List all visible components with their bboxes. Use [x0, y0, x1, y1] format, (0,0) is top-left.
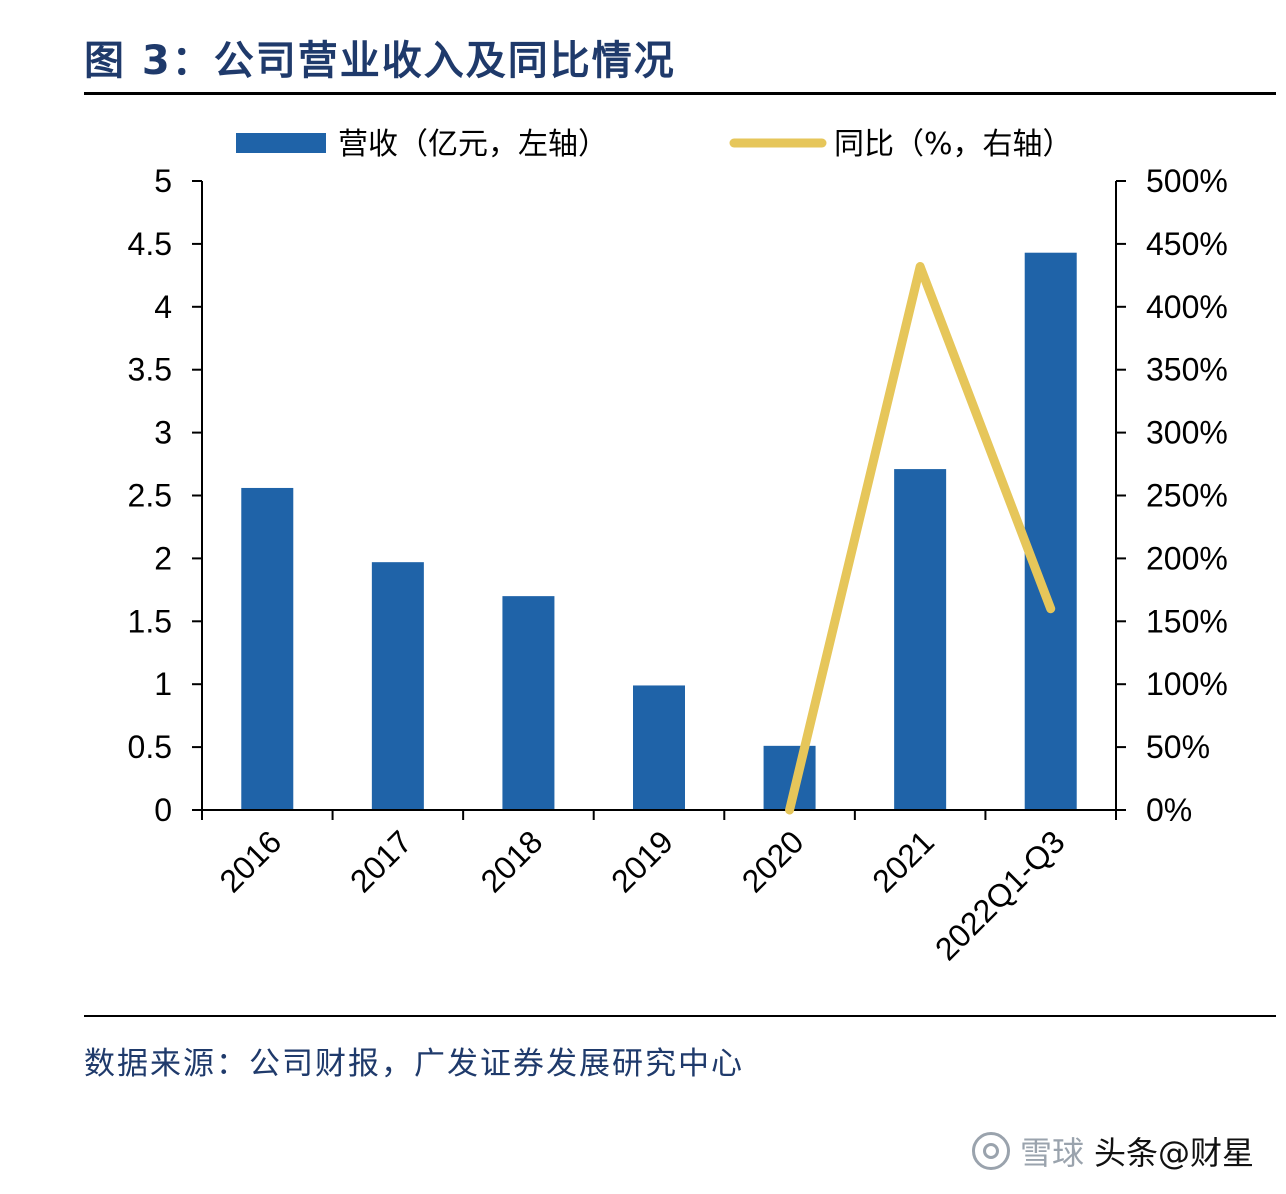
bar-2018: [502, 596, 555, 810]
left-tick-label: 3: [154, 415, 172, 451]
bar-2016: [241, 487, 294, 810]
left-tick-label: 1.5: [128, 603, 172, 639]
left-tick-label: 1: [154, 666, 172, 702]
watermark-toutiao: 头条@财星: [1093, 1134, 1254, 1172]
bar-2022Q1-Q3: [1024, 252, 1077, 810]
source-rule: [84, 1015, 1276, 1017]
right-tick-label: 500%: [1146, 163, 1228, 199]
right-tick-label: 450%: [1146, 226, 1228, 262]
left-tick-label: 4.5: [128, 226, 172, 262]
left-tick-label: 2: [154, 540, 172, 576]
xueqiu-logo-icon: [971, 1132, 1010, 1170]
left-tick-label: 3.5: [128, 352, 172, 388]
title-rule: [84, 92, 1276, 95]
right-tick-label: 400%: [1146, 289, 1228, 325]
right-tick-label: 250%: [1146, 478, 1228, 514]
chart-legend: 营收（亿元，左轴） 同比（%，右轴）: [236, 127, 1073, 162]
left-tick-label: 5: [154, 163, 172, 199]
legend-label-line: 同比（%，右轴）: [834, 127, 1073, 162]
right-tick-label: 0%: [1146, 792, 1192, 828]
left-tick-label: 0: [154, 792, 172, 828]
source-note: 数据来源：公司财报，广发证券发展研究中心: [84, 1046, 744, 1082]
revenue-chart: 营收（亿元，左轴） 同比（%，右轴） 00.511.522.533.544.550…: [128, 127, 1228, 967]
right-tick-label: 350%: [1146, 352, 1228, 388]
bar-2017: [371, 562, 424, 810]
bar-2021: [894, 469, 947, 810]
legend-label-bar: 营收（亿元，左轴）: [338, 127, 608, 162]
chart-title: 图 3：公司营业收入及同比情况: [84, 38, 676, 84]
category-label: 2021: [865, 823, 941, 899]
left-tick-label: 2.5: [128, 478, 172, 514]
left-tick-label: 0.5: [128, 729, 172, 765]
category-label: 2019: [604, 823, 680, 899]
chart-axes: [192, 180, 1126, 820]
category-label: 2017: [343, 823, 419, 899]
watermark: 雪球 头条@财星: [971, 1128, 1254, 1174]
right-tick-label: 150%: [1146, 603, 1228, 639]
watermark-xueqiu: 雪球: [1019, 1134, 1084, 1172]
left-tick-label: 4: [154, 289, 172, 325]
category-label: 2018: [474, 823, 550, 899]
right-tick-label: 200%: [1146, 540, 1228, 576]
right-tick-label: 300%: [1146, 415, 1228, 451]
category-label: 2022Q1-Q3: [928, 823, 1072, 967]
legend-swatch-bar: [236, 133, 326, 153]
bar-2019: [633, 685, 685, 810]
line-series: [785, 262, 1056, 815]
right-tick-label: 100%: [1146, 666, 1228, 702]
category-label: 2016: [212, 823, 288, 899]
category-label: 2020: [735, 823, 811, 899]
bar-series: [241, 252, 1077, 810]
right-tick-label: 50%: [1146, 729, 1210, 765]
